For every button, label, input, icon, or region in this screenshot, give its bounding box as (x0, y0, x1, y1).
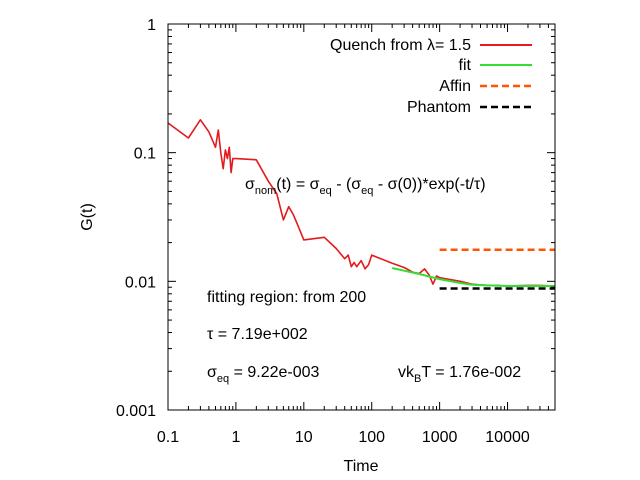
legend-label-quench: Quench from λ= 1.5 (330, 37, 471, 54)
x-tick-label: 10000 (485, 429, 530, 446)
x-tick-label: 10 (295, 429, 313, 446)
plot-frame (167, 23, 556, 411)
legend: Quench from λ= 1.5 fit Affin Phantom (330, 37, 532, 116)
tau-annotation: τ = 7.19e+002 (207, 326, 308, 343)
series-layer (167, 119, 556, 290)
series-line-1 (167, 119, 556, 287)
x-tick-label: 100 (358, 429, 385, 446)
legend-label-phantom: Phantom (407, 99, 471, 116)
y-tick-labels: 0.001 0.01 0.1 1 (116, 17, 156, 420)
y-axis-label: G(t) (79, 203, 96, 231)
x-tick-label: 1 (231, 429, 240, 446)
sigma-eq-annotation: σeq = 9.22e-003 (207, 364, 320, 385)
y-tick-label: 0.01 (125, 274, 156, 291)
y-tick-label: 0.1 (134, 146, 156, 163)
x-tick-label: 1000 (422, 429, 458, 446)
legend-label-fit: fit (459, 57, 472, 74)
y-tick-label: 0.001 (116, 403, 156, 420)
vkbt-annotation: vkBT = 1.76e-002 (398, 364, 521, 385)
y-tick-label: 1 (147, 17, 156, 34)
x-axis-label: Time (344, 458, 379, 475)
legend-label-affin: Affin (439, 78, 471, 95)
formula-annotation: σnom(t) = σeq - (σeq - σ(0))*exp(-t/τ) (245, 176, 486, 197)
x-tick-labels: 0.1 1 10 100 1000 10000 (157, 429, 530, 446)
fitting-region-annotation: fitting region: from 200 (207, 289, 366, 306)
x-tick-label: 0.1 (157, 429, 179, 446)
series-line-2 (391, 267, 555, 287)
